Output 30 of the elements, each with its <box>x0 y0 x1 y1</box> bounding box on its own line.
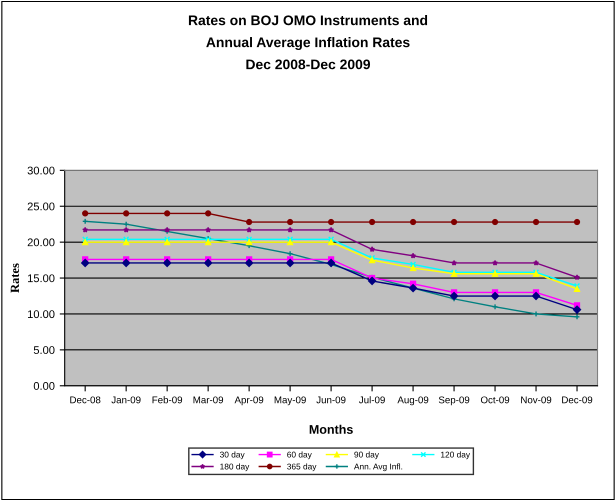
y-tick-label: 0.00 <box>34 382 55 390</box>
x-tick-label: Oct-09 <box>480 396 510 404</box>
y-tick-label: 5.00 <box>34 346 55 354</box>
x-tick-label: Aug-09 <box>397 396 428 406</box>
x-tick-label: Mar-09 <box>194 396 224 404</box>
legend-label: 60 day <box>287 451 312 460</box>
x-tick-label: Sep-09 <box>438 396 470 406</box>
x-tick-label: Jan-09 <box>111 396 141 404</box>
y-axis-title: Rates <box>10 263 20 293</box>
y-tick-label: 15.00 <box>28 274 55 282</box>
x-tick-label: Feb-09 <box>152 396 182 404</box>
y-tick-label: 10.00 <box>28 310 55 318</box>
x-tick-label: Dec-09 <box>562 396 592 404</box>
x-tick-label: Apr-09 <box>234 396 264 406</box>
x-tick-label: Jun-09 <box>316 396 346 404</box>
chart-title: Rates on BOJ OMO Instruments and Annual Average Inflation Rates Dec 2008-Dec 2009 <box>188 15 428 70</box>
legend-label: 180 day <box>220 463 250 472</box>
legend-label: 120 day <box>441 451 470 460</box>
legend-label: 365 day <box>287 463 316 472</box>
y-tick-label: 30.00 <box>28 166 55 174</box>
legend-label: Ann. Avg Infl. <box>354 463 402 472</box>
x-axis-title: Months <box>310 424 353 434</box>
y-tick-label: 20.00 <box>28 238 55 246</box>
y-tick-label: 25.00 <box>28 202 55 210</box>
legend-label: 30 day <box>220 451 245 460</box>
x-tick-label: Nov-09 <box>521 396 552 404</box>
x-tick-label: Jul-09 <box>359 396 385 404</box>
x-tick-label: May-09 <box>274 396 306 406</box>
legend-label: 90 day <box>354 451 379 460</box>
x-tick-label: Dec-08 <box>70 396 100 404</box>
